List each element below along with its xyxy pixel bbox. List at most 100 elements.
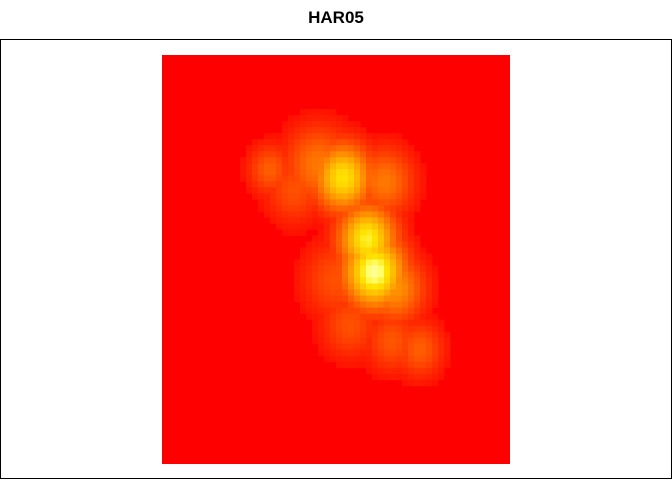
- heatmap-cell: [348, 308, 354, 314]
- heatmap-cell: [270, 211, 276, 217]
- heatmap-cell: [336, 157, 342, 163]
- heatmap-cell: [324, 211, 330, 217]
- heatmap-cell: [384, 217, 390, 223]
- heatmap-cell: [390, 133, 396, 139]
- heatmap-cell: [390, 350, 396, 356]
- heatmap-cell: [324, 326, 330, 332]
- heatmap-cell: [408, 302, 414, 308]
- heatmap-cell: [396, 199, 402, 205]
- heatmap-cell: [336, 145, 342, 151]
- heatmap-cell: [366, 278, 372, 284]
- heatmap-cell: [414, 175, 420, 181]
- heatmap-cell: [282, 157, 288, 163]
- heatmap-cell: [300, 127, 306, 133]
- heatmap-cell: [426, 356, 432, 362]
- heatmap-cell: [318, 344, 324, 350]
- heatmap-cell: [318, 338, 324, 344]
- heatmap-cell: [438, 320, 444, 326]
- heatmap-cell: [330, 241, 336, 247]
- heatmap-cell: [390, 223, 396, 229]
- heatmap-cell: [360, 133, 366, 139]
- heatmap-cell: [396, 302, 402, 308]
- heatmap-cell: [330, 169, 336, 175]
- heatmap-cell: [330, 320, 336, 326]
- heatmap-cell: [414, 241, 420, 247]
- heatmap-cell: [390, 187, 396, 193]
- heatmap-cell: [378, 302, 384, 308]
- heatmap-cell: [396, 356, 402, 362]
- heatmap-cell: [360, 175, 366, 181]
- heatmap-cell: [390, 326, 396, 332]
- heatmap-cell: [390, 151, 396, 157]
- heatmap-cell: [300, 199, 306, 205]
- heatmap-cell: [396, 241, 402, 247]
- heatmap-cell: [396, 133, 402, 139]
- heatmap-cell: [438, 356, 444, 362]
- heatmap-cell: [354, 199, 360, 205]
- heatmap-cell: [312, 296, 318, 302]
- heatmap-cell: [354, 284, 360, 290]
- heatmap-cell: [294, 284, 300, 290]
- heatmap-cell: [414, 253, 420, 259]
- heatmap-cell: [360, 302, 366, 308]
- heatmap-cell: [366, 338, 372, 344]
- heatmap-cell: [420, 266, 426, 272]
- heatmap-cell: [324, 223, 330, 229]
- heatmap-cell: [342, 181, 348, 187]
- heatmap-cell: [372, 157, 378, 163]
- heatmap-cell: [270, 151, 276, 157]
- heatmap-cell: [330, 344, 336, 350]
- heatmap-cell: [402, 350, 408, 356]
- heatmap-cell: [414, 320, 420, 326]
- heatmap-cell: [360, 241, 366, 247]
- heatmap-cell: [342, 217, 348, 223]
- heatmap-cell: [270, 157, 276, 163]
- heatmap-cell: [354, 290, 360, 296]
- heatmap-cell: [384, 253, 390, 259]
- heatmap-cell: [444, 338, 450, 344]
- heatmap-cell: [390, 175, 396, 181]
- heatmap-cell: [276, 145, 282, 151]
- heatmap-cell: [348, 296, 354, 302]
- heatmap-cell: [294, 151, 300, 157]
- heatmap-cell: [360, 326, 366, 332]
- heatmap-cell: [366, 344, 372, 350]
- heatmap-cell: [366, 332, 372, 338]
- heatmap-cell: [402, 163, 408, 169]
- heatmap-cell: [354, 278, 360, 284]
- heatmap-cell: [294, 127, 300, 133]
- heatmap-cell: [372, 362, 378, 368]
- heatmap-cell: [372, 199, 378, 205]
- heatmap-cell: [336, 199, 342, 205]
- heatmap-cell: [294, 181, 300, 187]
- heatmap-cell: [270, 163, 276, 169]
- heatmap-cell: [402, 235, 408, 241]
- heatmap-cell: [330, 253, 336, 259]
- heatmap-cell: [426, 260, 432, 266]
- heatmap-cell: [360, 247, 366, 253]
- heatmap-cell: [348, 181, 354, 187]
- heatmap-cell: [330, 284, 336, 290]
- heatmap-cell: [366, 205, 372, 211]
- heatmap-cell: [444, 350, 450, 356]
- heatmap-cell: [294, 223, 300, 229]
- heatmap-cell: [390, 302, 396, 308]
- heatmap-cell: [372, 338, 378, 344]
- heatmap-cell: [300, 133, 306, 139]
- heatmap-cell: [336, 253, 342, 259]
- heatmap-cell: [366, 290, 372, 296]
- heatmap-cell: [324, 145, 330, 151]
- heatmap-cell: [420, 193, 426, 199]
- heatmap-cell: [324, 199, 330, 205]
- heatmap-cell: [282, 223, 288, 229]
- heatmap-cell: [390, 157, 396, 163]
- heatmap-cell: [360, 217, 366, 223]
- heatmap-cell: [378, 266, 384, 272]
- heatmap-cell: [384, 296, 390, 302]
- heatmap-cell: [306, 296, 312, 302]
- heatmap-cell: [396, 157, 402, 163]
- heatmap-cell: [282, 181, 288, 187]
- heatmap-cell: [366, 217, 372, 223]
- heatmap-cell: [282, 163, 288, 169]
- heatmap-cell: [384, 235, 390, 241]
